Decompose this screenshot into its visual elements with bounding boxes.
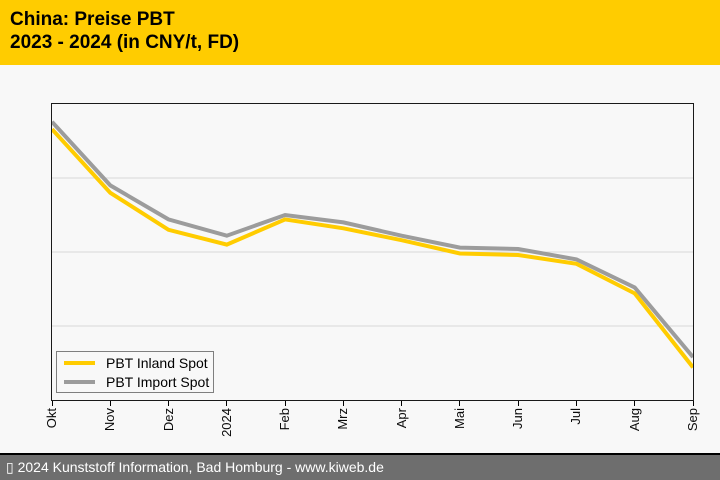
chart-title-bar: China: Preise PBT 2023 - 2024 (in CNY/t,… bbox=[0, 0, 720, 65]
x-tick bbox=[634, 401, 636, 406]
x-tick bbox=[459, 401, 461, 406]
legend-item-inland: PBT Inland Spot bbox=[64, 355, 213, 371]
x-tick-label: Dez bbox=[160, 408, 176, 432]
x-tick-label: Mrz bbox=[335, 408, 351, 430]
x-tick-label: Mai bbox=[451, 408, 467, 429]
x-tick bbox=[51, 401, 53, 406]
inland-line-swatch bbox=[64, 360, 95, 365]
line-chart bbox=[52, 120, 693, 369]
x-tick-label: Jun bbox=[510, 408, 526, 429]
x-tick-label: Aug bbox=[626, 408, 642, 432]
x-tick bbox=[342, 401, 344, 406]
legend: PBT Inland Spot PBT Import Spot bbox=[56, 351, 214, 393]
x-tick bbox=[517, 401, 519, 406]
x-tick-label: Apr bbox=[393, 408, 409, 429]
x-tick bbox=[109, 401, 111, 406]
series-line-pbt-import-spot bbox=[52, 120, 693, 359]
x-tick bbox=[401, 401, 403, 406]
x-tick-label: Jul bbox=[568, 408, 584, 425]
copyright-text: ▯ 2024 Kunststoff Information, Bad Hombu… bbox=[6, 459, 384, 475]
x-tick bbox=[575, 401, 577, 406]
footer-bar: ▯ 2024 Kunststoff Information, Bad Hombu… bbox=[0, 453, 720, 480]
x-tick bbox=[692, 401, 694, 406]
x-tick-label: Feb bbox=[277, 408, 293, 431]
series-line-pbt-inland-spot bbox=[52, 127, 693, 369]
legend-item-import: PBT Import Spot bbox=[64, 374, 213, 390]
x-tick-label: 2024 bbox=[218, 408, 234, 437]
x-tick-label: Okt bbox=[44, 408, 59, 429]
x-tick bbox=[226, 401, 228, 406]
import-line-swatch bbox=[64, 379, 95, 384]
x-tick-label: Nov bbox=[102, 408, 118, 432]
chart-title-line2: 2023 - 2024 (in CNY/t, FD) bbox=[10, 32, 240, 53]
chart-title-line1: China: Preise PBT bbox=[10, 9, 175, 30]
x-tick bbox=[168, 401, 170, 406]
x-tick-label: Sep bbox=[685, 408, 700, 432]
legend-label-inland: PBT Inland Spot bbox=[106, 354, 208, 371]
x-tick bbox=[284, 401, 286, 406]
legend-label-import: PBT Import Spot bbox=[106, 373, 210, 390]
